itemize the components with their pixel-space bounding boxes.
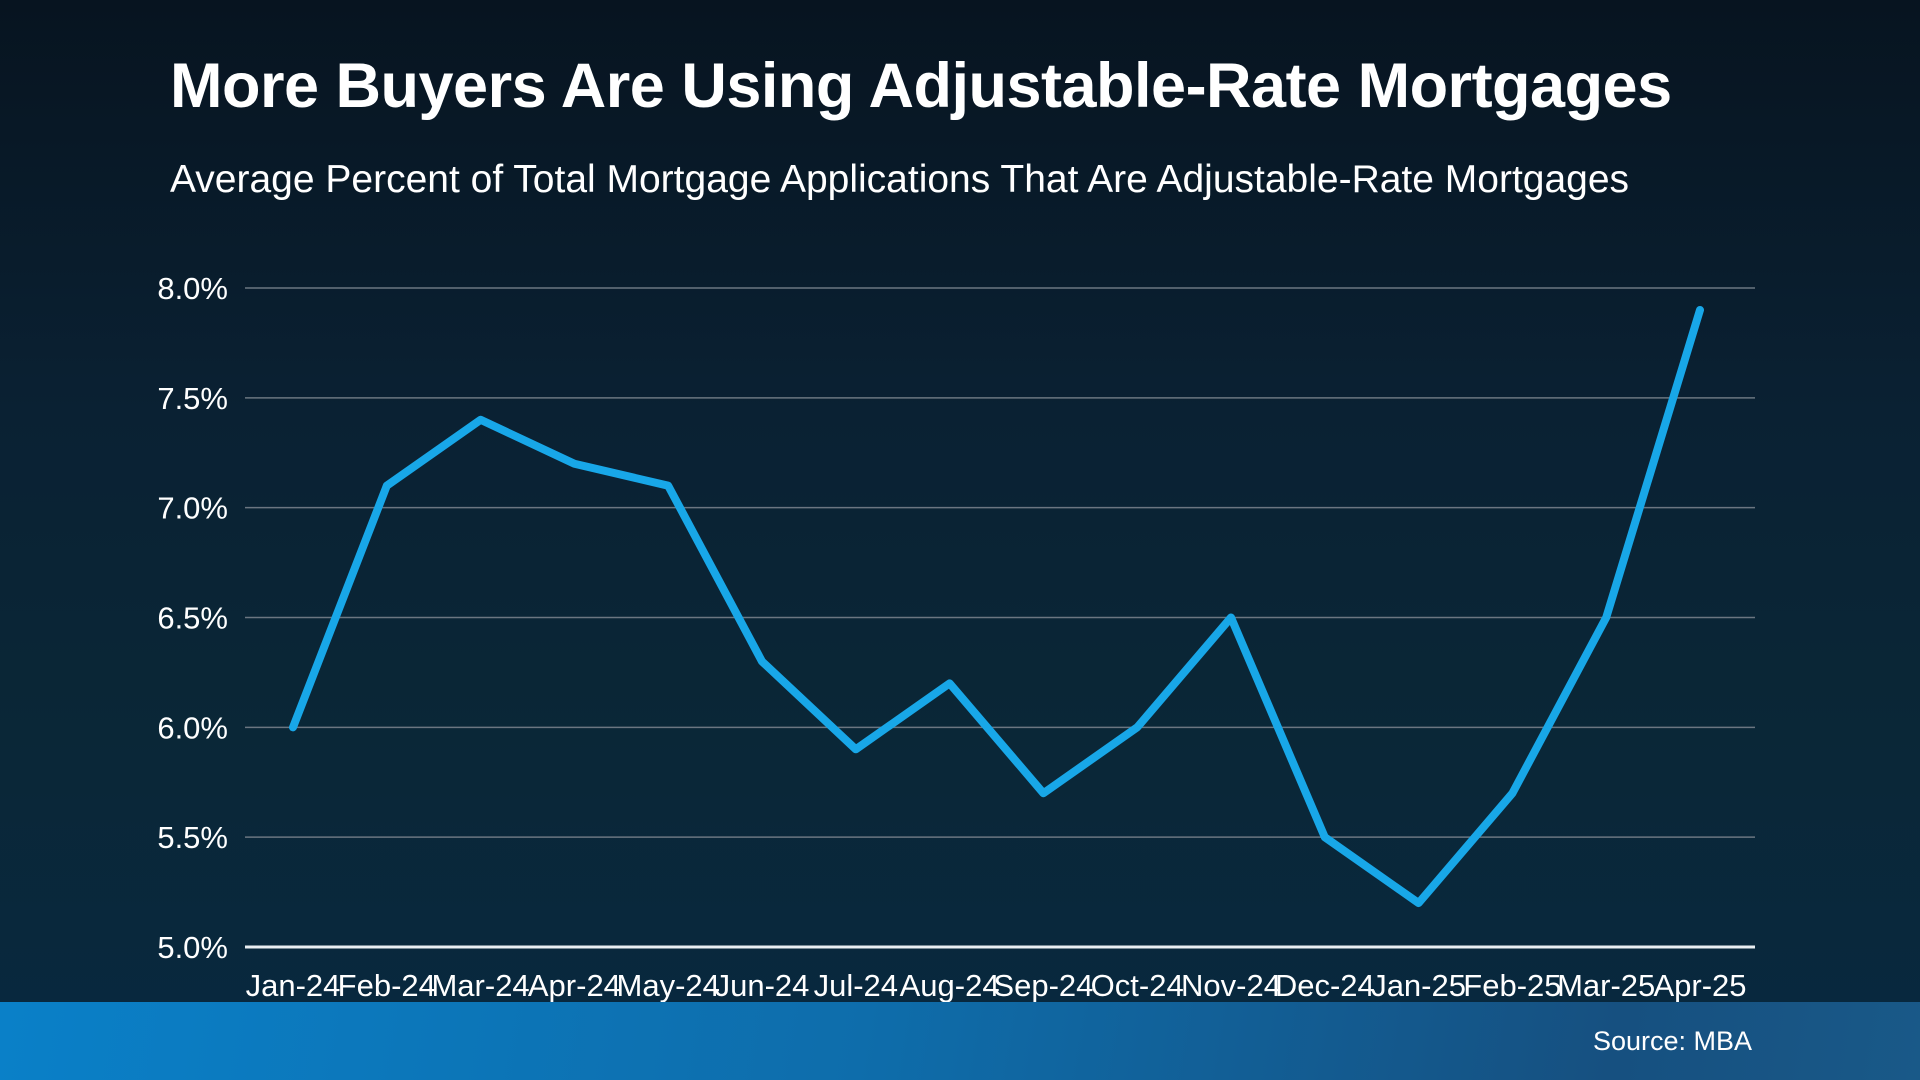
x-tick-label: Jul-24 bbox=[814, 968, 898, 1003]
x-tick-label: Jan-25 bbox=[1371, 968, 1466, 1003]
x-tick-label: Nov-24 bbox=[1181, 968, 1281, 1003]
x-tick-label: May-24 bbox=[617, 968, 720, 1003]
data-line bbox=[289, 305, 1704, 908]
x-tick-label: Oct-24 bbox=[1091, 968, 1184, 1003]
x-tick-label: Sep-24 bbox=[993, 968, 1093, 1003]
x-tick-label: Dec-24 bbox=[1275, 968, 1375, 1003]
y-tick-label: 6.0% bbox=[157, 710, 228, 745]
y-tick-label: 7.0% bbox=[157, 491, 228, 526]
y-tick-label: 7.5% bbox=[157, 381, 228, 416]
x-tick-label: Feb-25 bbox=[1463, 968, 1561, 1003]
x-tick-label: Apr-25 bbox=[1653, 968, 1746, 1003]
source-label: Source: MBA bbox=[1592, 1025, 1752, 1056]
chart-subtitle: Average Percent of Total Mortgage Applic… bbox=[170, 158, 1630, 201]
x-tick-label: Jun-24 bbox=[715, 968, 810, 1003]
footer-bar: Source: MBA bbox=[0, 1002, 1920, 1080]
y-tick-label: 6.5% bbox=[157, 601, 228, 636]
x-tick-label: Apr-24 bbox=[528, 968, 621, 1003]
x-tick-label: Jan-24 bbox=[246, 968, 341, 1003]
x-tick-label: Aug-24 bbox=[900, 968, 1000, 1003]
x-tick-label: Mar-25 bbox=[1557, 968, 1655, 1003]
y-tick-label: 5.0% bbox=[157, 930, 228, 965]
x-tick-label: Mar-24 bbox=[431, 968, 529, 1003]
y-tick-label: 5.5% bbox=[157, 820, 228, 855]
chart-title: More Buyers Are Using Adjustable-Rate Mo… bbox=[170, 51, 1672, 121]
x-tick-label: Feb-24 bbox=[338, 968, 436, 1003]
y-tick-label: 8.0% bbox=[157, 271, 228, 306]
